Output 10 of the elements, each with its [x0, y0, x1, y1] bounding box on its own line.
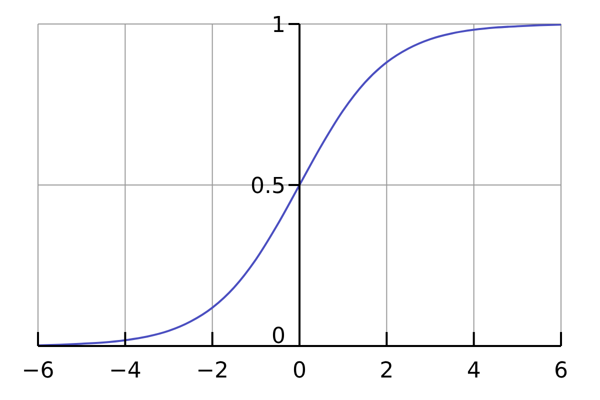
x-tick-label: −2: [196, 358, 229, 384]
y-tick-label: 1: [272, 12, 286, 38]
x-tick-label: 4: [466, 358, 481, 384]
x-tick-label: 0: [292, 358, 306, 384]
y-tick-label: 0: [272, 324, 286, 349]
x-tick-label: 6: [554, 358, 568, 384]
y-tick-label: 0.5: [250, 174, 286, 199]
x-tick-label: −6: [22, 358, 54, 384]
x-tick-label: −4: [108, 358, 142, 384]
x-tick-label: 2: [380, 358, 394, 384]
